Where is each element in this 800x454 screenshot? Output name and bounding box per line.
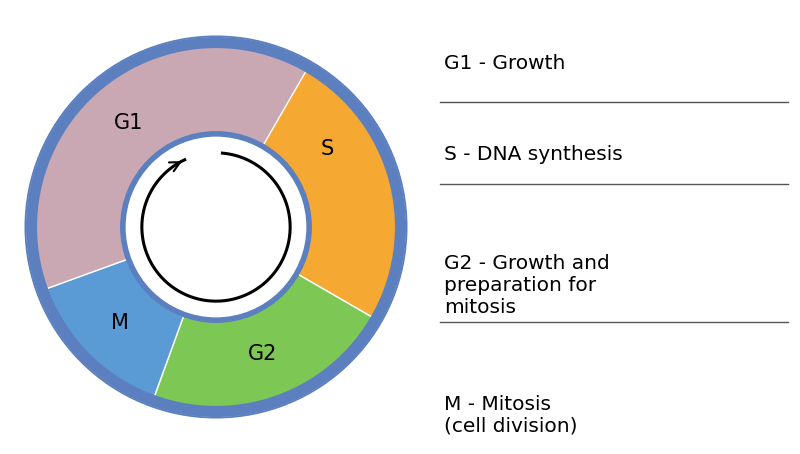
Text: G1: G1 [114,113,143,133]
Circle shape [126,138,306,316]
Text: G2 - Growth and
preparation for
mitosis: G2 - Growth and preparation for mitosis [444,254,610,317]
Wedge shape [46,258,185,397]
Text: G2: G2 [248,345,277,365]
Wedge shape [154,272,373,408]
Circle shape [27,38,405,416]
Wedge shape [185,46,397,317]
Text: M - Mitosis
(cell division): M - Mitosis (cell division) [444,395,578,436]
Text: S: S [321,139,334,159]
Wedge shape [35,46,306,289]
Text: M: M [111,313,129,333]
Text: S - DNA synthesis: S - DNA synthesis [444,145,622,164]
Text: G1 - Growth: G1 - Growth [444,54,566,74]
Circle shape [25,36,407,418]
